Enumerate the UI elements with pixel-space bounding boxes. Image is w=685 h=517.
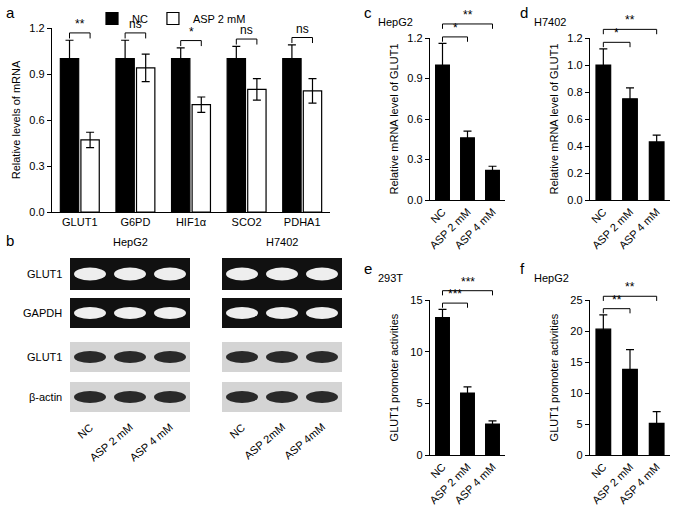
- svg-text:1.2: 1.2: [567, 32, 582, 44]
- svg-text:NC: NC: [428, 461, 448, 481]
- svg-text:ASP 4mM: ASP 4mM: [282, 421, 327, 462]
- svg-text:ns: ns: [240, 23, 253, 37]
- svg-text:HepG2: HepG2: [378, 16, 413, 28]
- svg-text:5: 5: [416, 397, 422, 409]
- svg-text:a: a: [6, 4, 15, 21]
- svg-text:0.3: 0.3: [407, 153, 422, 165]
- svg-text:ns: ns: [129, 17, 142, 31]
- svg-text:5: 5: [576, 418, 582, 430]
- svg-text:15: 15: [570, 356, 582, 368]
- svg-text:b: b: [6, 232, 14, 249]
- svg-text:0.6: 0.6: [407, 113, 422, 125]
- svg-text:NC: NC: [227, 421, 247, 440]
- svg-text:**: **: [612, 293, 622, 307]
- svg-text:SCO2: SCO2: [232, 216, 262, 228]
- svg-text:HepG2: HepG2: [113, 236, 148, 248]
- svg-text:NC: NC: [75, 421, 95, 440]
- svg-text:NC: NC: [132, 13, 148, 25]
- svg-text:GLUT1: GLUT1: [62, 216, 97, 228]
- svg-text:H7402: H7402: [266, 236, 298, 248]
- svg-text:PDHA1: PDHA1: [284, 216, 321, 228]
- svg-text:Relative mRNA level of GLUT1: Relative mRNA level of GLUT1: [388, 44, 400, 195]
- svg-text:0.8: 0.8: [567, 86, 582, 98]
- svg-text:0.0: 0.0: [567, 194, 582, 206]
- svg-text:ASP 2 mM: ASP 2 mM: [590, 206, 636, 252]
- svg-text:0.2: 0.2: [567, 167, 582, 179]
- svg-text:ASP 4 mM: ASP 4 mM: [127, 421, 175, 464]
- svg-text:0: 0: [416, 449, 422, 461]
- svg-text:G6PD: G6PD: [120, 216, 150, 228]
- svg-text:0.6: 0.6: [567, 113, 582, 125]
- svg-text:NC: NC: [589, 461, 609, 481]
- svg-text:0.6: 0.6: [29, 114, 44, 126]
- svg-text:HepG2: HepG2: [534, 272, 569, 284]
- svg-text:ASP 4 mM: ASP 4 mM: [452, 206, 498, 252]
- svg-text:ASP 2 mM: ASP 2 mM: [590, 461, 636, 507]
- svg-text:**: **: [625, 280, 635, 294]
- svg-text:NC: NC: [589, 206, 609, 226]
- svg-text:GLUT1: GLUT1: [27, 351, 62, 363]
- svg-text:20: 20: [570, 325, 582, 337]
- svg-text:0: 0: [576, 449, 582, 461]
- svg-text:Relative levels of mRNA: Relative levels of mRNA: [10, 60, 22, 179]
- svg-text:1.2: 1.2: [29, 22, 44, 34]
- svg-text:0.0: 0.0: [407, 194, 422, 206]
- svg-text:*: *: [614, 26, 619, 40]
- svg-text:***: ***: [448, 287, 462, 301]
- svg-text:10: 10: [570, 387, 582, 399]
- svg-text:*: *: [189, 25, 194, 39]
- svg-text:ASP 4 mM: ASP 4 mM: [616, 461, 662, 507]
- svg-text:GLUT1 promoter activities: GLUT1 promoter activities: [388, 313, 400, 441]
- svg-text:293T: 293T: [378, 272, 403, 284]
- svg-text:0.0: 0.0: [29, 206, 44, 218]
- svg-text:0.3: 0.3: [29, 160, 44, 172]
- svg-text:ASP 2 mM: ASP 2 mM: [427, 206, 473, 252]
- svg-text:**: **: [625, 13, 635, 27]
- svg-text:e: e: [364, 260, 372, 277]
- svg-text:1.0: 1.0: [567, 59, 582, 71]
- svg-text:1.2: 1.2: [407, 32, 422, 44]
- svg-text:GLUT1: GLUT1: [27, 268, 62, 280]
- svg-text:β-actin: β-actin: [29, 391, 62, 403]
- svg-text:GAPDH: GAPDH: [23, 307, 62, 319]
- svg-text:NC: NC: [428, 206, 448, 226]
- svg-text:c: c: [364, 4, 372, 21]
- svg-text:f: f: [520, 260, 525, 277]
- svg-text:ns: ns: [296, 22, 309, 36]
- svg-text:0.9: 0.9: [29, 68, 44, 80]
- svg-text:ASP 4 mM: ASP 4 mM: [616, 206, 662, 252]
- svg-text:GLUT1 promoter activities: GLUT1 promoter activities: [548, 313, 560, 441]
- svg-text:ASP 4 mM: ASP 4 mM: [452, 461, 498, 507]
- svg-text:25: 25: [570, 294, 582, 306]
- svg-text:HIF1α: HIF1α: [176, 216, 207, 228]
- svg-text:**: **: [463, 8, 473, 22]
- svg-text:Relative mRNA level of GLUT1: Relative mRNA level of GLUT1: [548, 44, 560, 195]
- svg-text:***: ***: [461, 275, 475, 289]
- svg-text:15: 15: [410, 294, 422, 306]
- svg-text:10: 10: [410, 346, 422, 358]
- svg-text:d: d: [520, 4, 528, 21]
- svg-text:H7402: H7402: [534, 16, 566, 28]
- svg-text:ASP 2 mM: ASP 2 mM: [427, 461, 473, 507]
- svg-text:ASP 2 mM: ASP 2 mM: [193, 13, 245, 25]
- svg-text:ASP 2mM: ASP 2mM: [242, 421, 287, 462]
- svg-text:*: *: [453, 21, 458, 35]
- svg-text:0.9: 0.9: [407, 72, 422, 84]
- svg-text:ASP 2 mM: ASP 2 mM: [87, 421, 135, 464]
- svg-text:0.4: 0.4: [567, 140, 582, 152]
- svg-text:**: **: [75, 17, 85, 31]
